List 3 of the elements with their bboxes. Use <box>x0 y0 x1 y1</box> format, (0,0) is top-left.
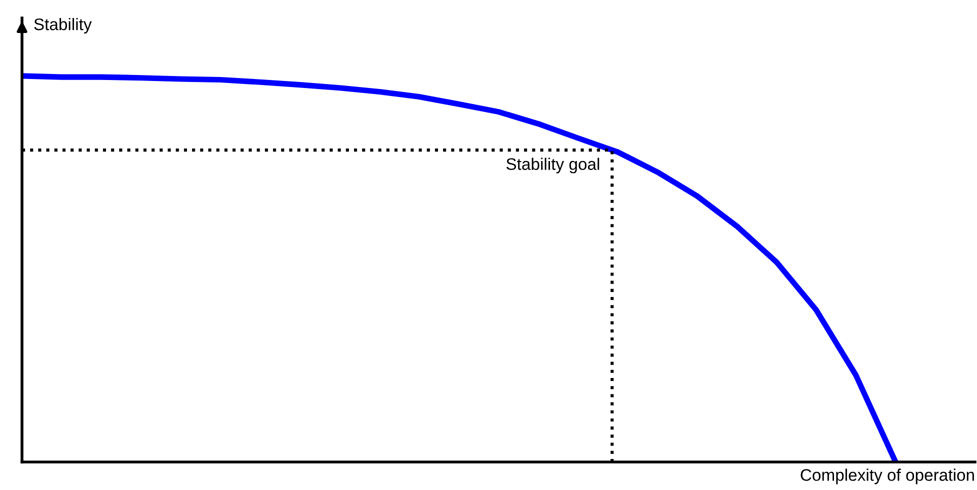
ref-line-label: Stability goal <box>506 158 600 174</box>
y-axis-title: Stability <box>34 18 92 34</box>
x-axis-title: Complexity of operation <box>800 468 974 484</box>
